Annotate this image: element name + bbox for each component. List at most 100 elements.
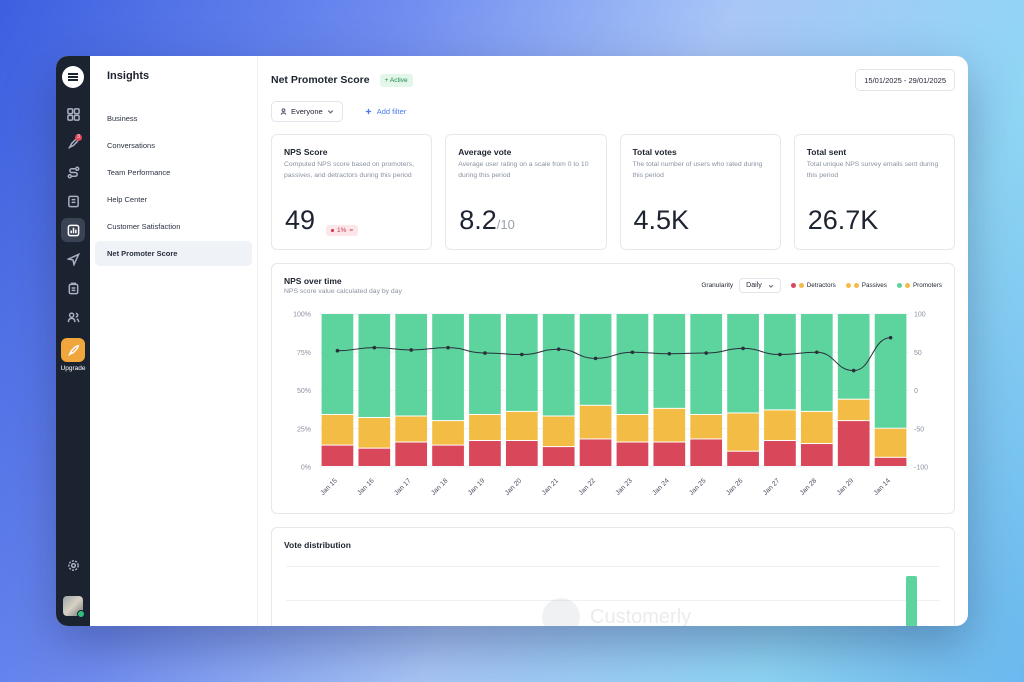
rail-bottom — [61, 553, 85, 618]
nps-point — [556, 347, 561, 351]
card-value: 26.7K — [808, 205, 879, 236]
bar-passives — [727, 413, 759, 451]
nps-point — [741, 346, 745, 351]
grid-icon[interactable] — [61, 102, 85, 126]
card-title: NPS Score — [284, 147, 328, 157]
x-tick-label: Jan 21 — [541, 477, 561, 497]
nps-chart: 0% 25% 50% 75% 100% -100 -50 0 50 100 Jan 15 Jan 16… — [293, 312, 928, 497]
card-description: Average user rating on a scale from 0 to… — [458, 161, 589, 179]
bar-promoters — [874, 314, 907, 428]
legend-promoters[interactable]: Promoters — [896, 282, 942, 289]
x-tick-label: Jan 22 — [578, 477, 598, 497]
x-tick-label: Jan 20 — [504, 477, 524, 497]
legend-label: Detractors — [806, 282, 836, 289]
y-right-tick-label: 100 — [914, 312, 926, 319]
bar-promoters — [837, 314, 870, 399]
bar-detractors — [653, 442, 686, 466]
legend-detractors[interactable]: Detractors — [790, 282, 836, 289]
nps-value: 49 — [285, 205, 316, 235]
book-icon[interactable] — [61, 189, 85, 213]
card-description: Total unique NPS survey emails sent duri… — [806, 161, 939, 179]
add-filter-button[interactable]: Add filter — [365, 107, 406, 116]
bar-promoters — [542, 314, 575, 416]
sidebar-item-help-center[interactable]: Help Center — [107, 195, 148, 204]
x-tick-label: Jan 17 — [393, 477, 413, 497]
legend-swatch — [790, 283, 796, 288]
icon-rail: 3 Upgrade — [56, 56, 90, 626]
sidebar-item-business[interactable]: Business — [107, 114, 138, 123]
bar-passives — [505, 411, 538, 440]
filter-bar: Everyone Add filter — [271, 101, 955, 122]
granularity-value: Daily — [746, 282, 762, 289]
bar-passives — [395, 416, 428, 442]
bar-passives — [653, 408, 686, 442]
bar-promoters — [690, 314, 723, 414]
bar-detractors — [321, 445, 354, 466]
bar-passives — [837, 399, 870, 421]
delta-value: 1% — [337, 227, 347, 234]
plus-icon — [365, 108, 371, 115]
delta-badge: 1% = — [326, 225, 359, 236]
chevron-down-icon — [768, 284, 773, 288]
bar-passives — [542, 416, 575, 447]
date-range-picker[interactable]: 15/01/2025 - 29/01/2025 — [855, 69, 955, 91]
notification-badge: 3 — [75, 134, 82, 141]
nps-point — [372, 345, 377, 350]
send-icon[interactable] — [61, 247, 85, 271]
bar-passives — [579, 405, 612, 439]
avatar[interactable] — [63, 596, 85, 618]
upgrade-button[interactable] — [61, 338, 85, 362]
audience-label: Everyone — [291, 107, 323, 116]
bar-passives — [469, 414, 501, 440]
person-icon — [280, 108, 287, 115]
y-right-tick-label: 0 — [914, 388, 918, 395]
votes-value: 4.5K — [633, 205, 690, 235]
legend-swatch — [896, 283, 902, 288]
insights-sidenav: Insights Business Conversations Team Per… — [90, 56, 258, 626]
y-left-tick-label: 25% — [297, 426, 311, 433]
down-indicator-icon — [331, 229, 334, 232]
sidebar-item-team-performance[interactable]: Team Performance — [107, 168, 171, 177]
rocket-icon[interactable]: 3 — [61, 131, 85, 155]
sidebar-item-conversations[interactable]: Conversations — [107, 141, 155, 150]
legend-passives[interactable]: Passives — [845, 282, 887, 289]
clipboard-icon[interactable] — [61, 276, 85, 300]
sidebar-item-customer-satisfaction[interactable]: Customer Satisfaction — [107, 222, 181, 231]
nps-point — [446, 345, 450, 350]
logo-icon[interactable] — [62, 66, 84, 88]
average-vote-card: Average vote Average user rating on a sc… — [445, 134, 607, 250]
route-icon[interactable] — [61, 160, 85, 184]
nps-over-time-panel: NPS over time NPS score value calculated… — [271, 263, 955, 514]
angry-face-icon — [798, 283, 804, 288]
bar-detractors — [395, 442, 428, 466]
legend-label: Passives — [861, 282, 887, 289]
settings-gear-icon[interactable] — [61, 553, 85, 577]
chart-icon[interactable] — [61, 218, 85, 242]
card-description: Computed NPS score based on promoters, p… — [284, 161, 414, 179]
nps-point — [815, 350, 819, 355]
x-tick-label: Jan 14 — [873, 477, 893, 497]
nps-point — [888, 335, 893, 340]
sidebar-item-net-promoter-score[interactable]: Net Promoter Score — [95, 241, 252, 266]
users-icon[interactable] — [61, 305, 85, 329]
bar-detractors — [690, 439, 723, 466]
audience-dropdown[interactable]: Everyone — [271, 101, 343, 122]
total-sent-card: Total sent Total unique NPS survey email… — [793, 134, 955, 250]
panel-title: Vote distribution — [284, 540, 351, 550]
granularity-dropdown[interactable]: Daily — [739, 278, 781, 293]
bar-passives — [690, 414, 723, 439]
bar-passives — [764, 410, 796, 440]
bar-detractors — [874, 457, 907, 466]
chart-controls: Granularity Daily Detractors Passives Pr… — [701, 278, 942, 293]
bar-passives — [800, 411, 833, 444]
x-tick-label: Jan 15 — [319, 477, 339, 497]
card-title: Total votes — [632, 147, 677, 157]
bar-detractors — [579, 439, 612, 466]
panel-title: NPS over time — [284, 276, 342, 286]
bar-promoters — [800, 314, 833, 411]
nps-line — [337, 337, 891, 372]
chevron-down-icon — [327, 110, 333, 114]
x-tick-label: Jan 27 — [762, 477, 782, 497]
avg-unit: /10 — [496, 217, 515, 232]
rocket-icon — [67, 344, 79, 356]
